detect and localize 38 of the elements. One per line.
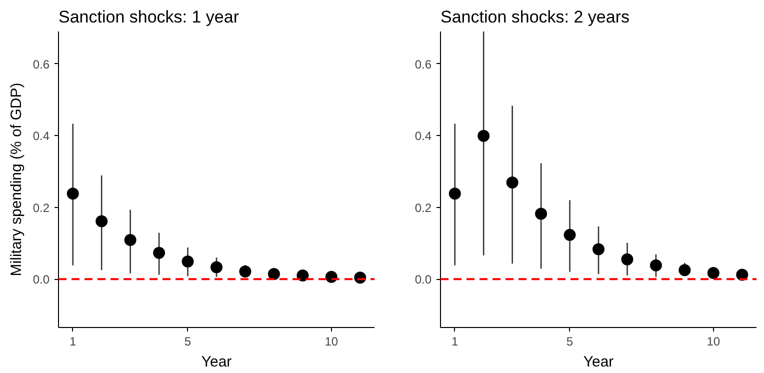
x-tick-label: 5 <box>566 334 574 348</box>
y-tick-label: 0.4 <box>32 129 50 144</box>
point <box>96 215 108 228</box>
point <box>153 246 166 259</box>
point <box>296 269 309 282</box>
x-axis-title: Year <box>201 354 232 370</box>
y-tick-label: 0.6 <box>414 57 432 72</box>
x-tick-label: 1 <box>70 334 77 348</box>
point <box>448 188 461 200</box>
y-tick-label: 0.0 <box>414 272 432 287</box>
x-axis-title: Year <box>583 354 614 370</box>
point <box>66 188 79 200</box>
chart-title: Sanction shocks: 2 years <box>440 8 630 26</box>
point <box>564 228 576 241</box>
chart-title: Sanction shocks: 1 year <box>58 8 240 26</box>
x-tick-label: 1 <box>452 334 459 348</box>
point <box>239 266 252 278</box>
point <box>535 208 548 220</box>
x-tick-label: 5 <box>184 334 192 348</box>
y-tick-label: 0.2 <box>414 200 432 215</box>
point <box>650 259 662 272</box>
point <box>707 266 720 279</box>
point <box>678 264 691 276</box>
y-tick-label: 0.0 <box>32 272 50 287</box>
point <box>592 243 604 256</box>
y-tick-label: 0.2 <box>32 200 50 215</box>
point <box>478 130 490 142</box>
y-axis-title: Military spending (% of GDP) <box>8 82 25 276</box>
y-tick-label: 0.4 <box>414 129 432 144</box>
x-tick-label: 10 <box>706 334 720 348</box>
point <box>268 268 280 280</box>
x-tick-label: 10 <box>324 334 338 348</box>
point <box>506 176 518 189</box>
point <box>182 255 194 268</box>
y-tick-label: 0.6 <box>32 57 50 72</box>
point <box>621 253 634 266</box>
point <box>124 234 136 246</box>
point <box>210 261 222 274</box>
